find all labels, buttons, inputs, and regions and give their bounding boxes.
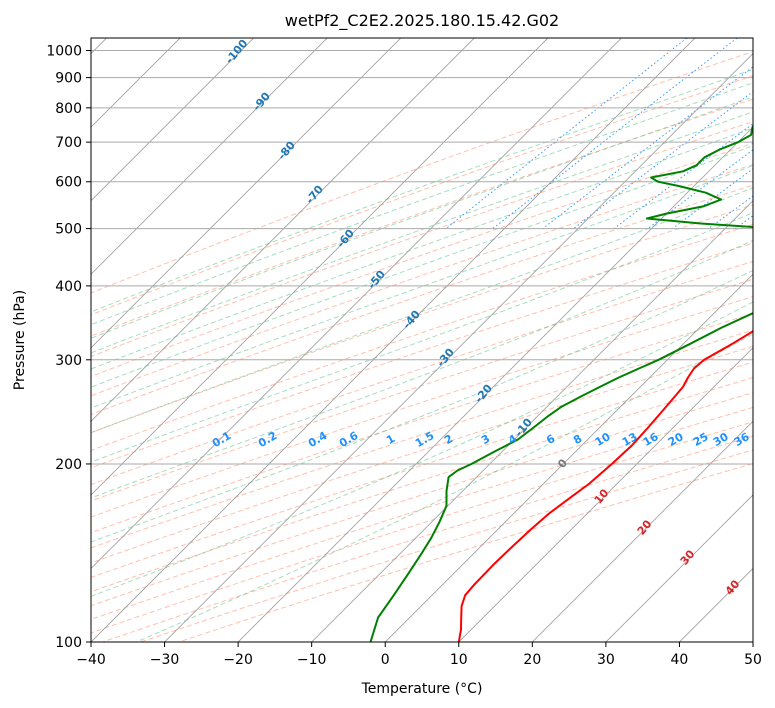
dry-adiabat-line (91, 329, 753, 549)
isotherm-line (237, 126, 753, 642)
isotherm-line (163, 52, 753, 642)
mixing-ratio-line (672, 168, 753, 229)
isotherm-line (605, 494, 753, 642)
dry-adiabat-line (91, 204, 753, 434)
moist-adiabat-line (91, 269, 753, 543)
x-tick-label: −40 (76, 652, 106, 668)
dry-adiabat-line (91, 142, 753, 378)
isotherm-line (384, 273, 753, 642)
dry-adiabat-line (91, 313, 753, 534)
dry-adiabat-line (91, 296, 753, 518)
grid (91, 38, 753, 642)
y-tick-label: 100 (55, 635, 82, 651)
dewpoint-profile-line (369, 123, 753, 642)
x-tick-label: 0 (381, 652, 390, 668)
profiles (369, 123, 753, 642)
x-tick-label: 40 (671, 652, 689, 668)
isotherm-line (91, 38, 475, 422)
isotherm-line (531, 420, 753, 642)
dry-adiabat-line (91, 50, 753, 294)
dry-adiabat-line (91, 184, 753, 416)
x-tick-label: 30 (597, 652, 615, 668)
plot-frame (90, 37, 754, 643)
dry-adiabat-line (91, 345, 753, 564)
x-tick-label: 50 (744, 652, 762, 668)
y-tick-label: 600 (55, 175, 82, 191)
mixing-ratio-line (573, 90, 753, 229)
y-tick-label: 900 (55, 71, 82, 87)
moist-adiabat-line (91, 187, 753, 434)
y-tick-label: 800 (55, 101, 82, 117)
isotherm-line (91, 38, 255, 202)
dry-adiabat-line (91, 98, 753, 337)
dry-adiabat-line (91, 376, 753, 593)
x-tick-label: 10 (450, 652, 468, 668)
moist-adiabat-line (91, 96, 753, 339)
isotherm-line (458, 347, 753, 642)
mixing-ratio-line (542, 66, 753, 229)
x-axis-label: Temperature (°C) (361, 681, 483, 697)
isotherm-line (311, 200, 753, 642)
y-tick-label: 500 (55, 222, 82, 238)
isotherm-line (91, 38, 549, 496)
moist-adiabat-line (91, 301, 753, 597)
dry-adiabat-line (91, 164, 753, 397)
y-tick-label: 400 (55, 279, 82, 295)
isotherm-line (91, 38, 623, 570)
y-axis: 100 200 300 400 500 600 700 800 900 1000 (46, 44, 91, 651)
moist-adiabat-line (91, 127, 753, 370)
moist-adiabat-line (91, 239, 753, 499)
y-axis-label: Pressure (hPa) (12, 290, 28, 390)
y-tick-label: 200 (55, 457, 82, 473)
temperature-profile-line (457, 330, 753, 642)
y-tick-label: 1000 (46, 44, 82, 60)
dry-adiabat-line (91, 223, 753, 452)
dry-adiabat-line (91, 242, 753, 469)
y-tick-label: 700 (55, 135, 82, 151)
x-tick-label: −20 (223, 652, 253, 668)
x-tick-label: −30 (150, 652, 180, 668)
x-axis: −40 −30 −20 −10 0 10 20 30 40 50 (76, 642, 762, 668)
isotherm-line (91, 38, 328, 275)
x-tick-label: 20 (523, 652, 541, 668)
y-tick-label: 300 (55, 353, 82, 369)
dry-adiabat-line (91, 278, 753, 502)
x-tick-label: −10 (297, 652, 327, 668)
moist-adiabat-line (91, 164, 753, 409)
isotherm-line (91, 38, 696, 642)
chart-title: wetPf2_C2E2.2025.180.15.42.G02 (285, 11, 559, 31)
dry-adiabat-line (91, 361, 753, 578)
